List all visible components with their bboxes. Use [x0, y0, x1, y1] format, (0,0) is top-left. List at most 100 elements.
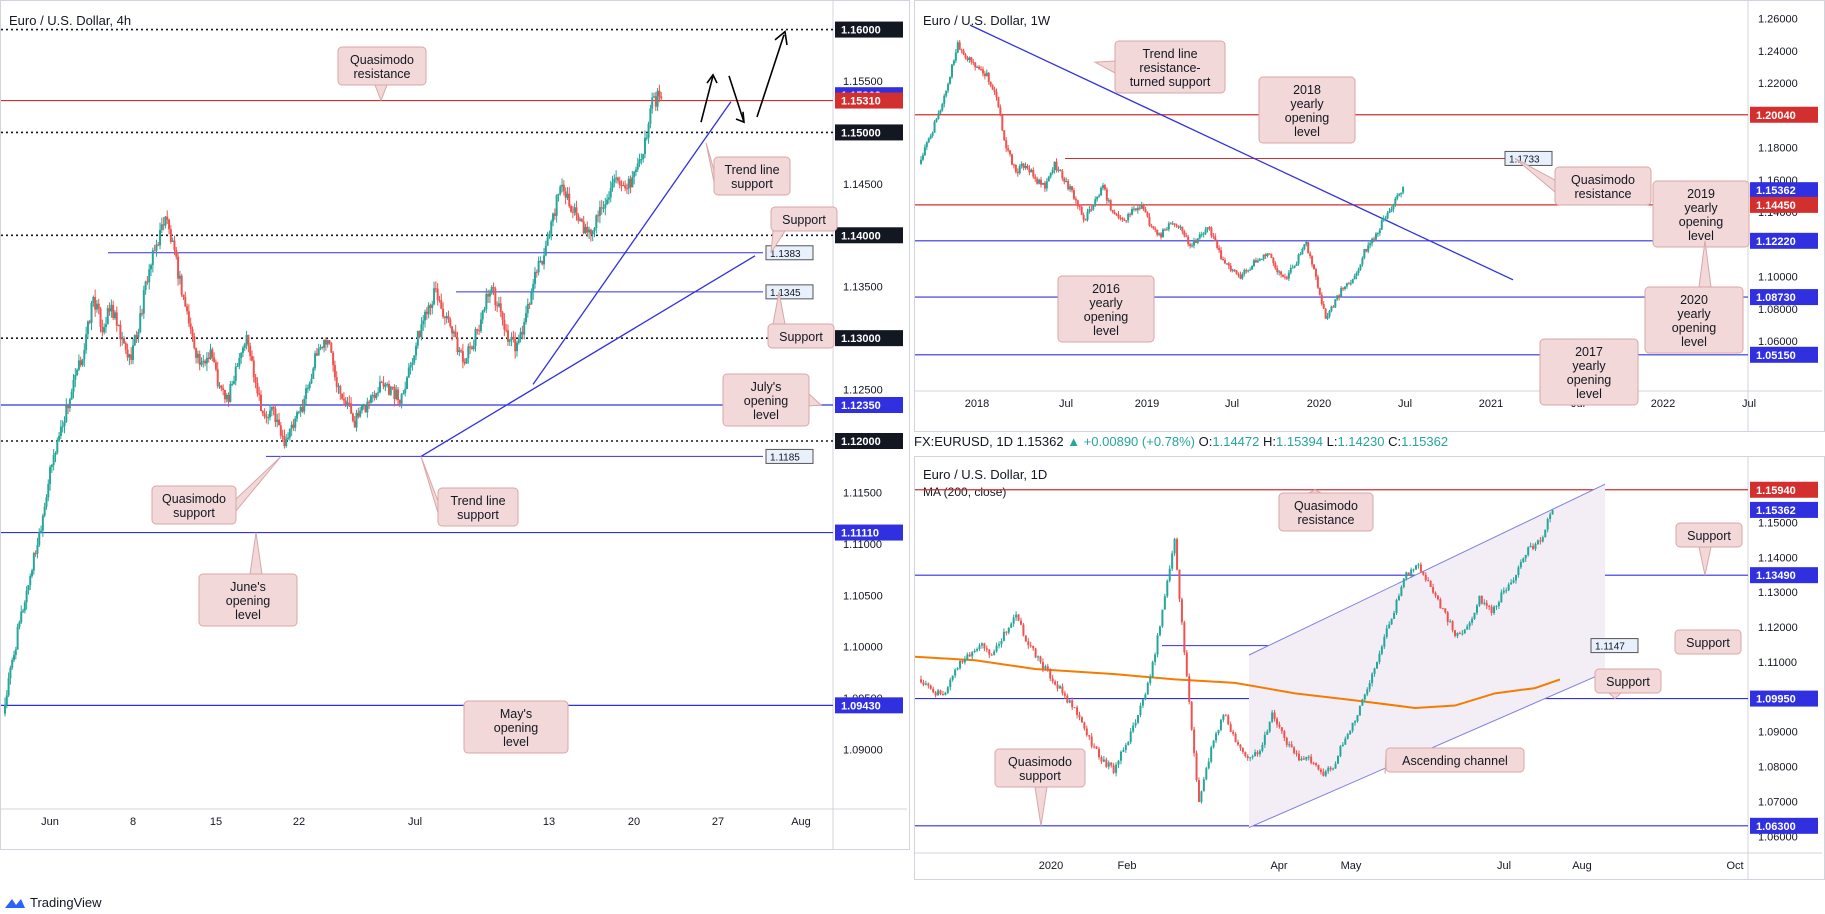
- chart-panel-4h[interactable]: Euro / U.S. Dollar, 4h 1.090001.095001.1…: [0, 0, 910, 850]
- candle-body: [406, 377, 409, 389]
- candle-body: [101, 326, 104, 333]
- candle-body: [303, 398, 306, 412]
- callout-box: [1644, 286, 1744, 354]
- candle-body: [299, 407, 302, 412]
- candle-body: [920, 679, 922, 683]
- candle-body: [1063, 693, 1066, 696]
- candle-body: [472, 345, 475, 350]
- candle-body: [1260, 258, 1263, 260]
- candle-body: [1229, 265, 1232, 271]
- candle-body: [90, 302, 93, 323]
- candle-body: [395, 389, 398, 400]
- candle-body: [1131, 208, 1134, 215]
- candle-body: [1386, 212, 1389, 219]
- candle-body: [1156, 635, 1159, 655]
- candle-body: [276, 419, 279, 422]
- candle-body: [1082, 214, 1085, 220]
- x-tick-label: Jun: [41, 816, 59, 828]
- candle-body: [364, 405, 367, 413]
- candle-body: [1123, 219, 1126, 221]
- candle-body: [1382, 218, 1385, 221]
- callout: Support: [770, 206, 838, 254]
- candle-body: [1346, 734, 1349, 739]
- callout-box: [1539, 338, 1639, 406]
- candle-body: [1324, 771, 1327, 776]
- candle-body: [985, 72, 988, 77]
- candle-body: [993, 89, 996, 92]
- callout-label: yearly: [1089, 296, 1123, 310]
- callout-box: [1258, 76, 1356, 144]
- callout-label: yearly: [1572, 359, 1606, 373]
- callout-label: 2017: [1575, 345, 1603, 359]
- candle-body: [157, 244, 160, 246]
- candle-body: [1278, 724, 1281, 728]
- candle-body: [570, 206, 573, 212]
- callout-label: Quasimodo: [1008, 755, 1072, 769]
- candle-body: [106, 308, 109, 325]
- candle-body: [1049, 669, 1052, 679]
- price-tag-bg: [1750, 346, 1818, 363]
- candle-body: [67, 405, 70, 409]
- price-tag-bg: [835, 124, 903, 141]
- candle-body: [1505, 590, 1508, 592]
- price-tag: 1.09430: [835, 697, 903, 714]
- level-tag-label: 1.1733: [1509, 154, 1540, 165]
- candle-body: [1231, 269, 1234, 271]
- candle-body: [978, 645, 981, 650]
- candle-body: [945, 90, 948, 96]
- candle-body: [1365, 249, 1368, 252]
- candle-body: [1038, 179, 1041, 184]
- candle-body: [640, 159, 643, 161]
- chart-panel-1w[interactable]: Euro / U.S. Dollar, 1W 1.06000 1.08000 1.1…: [914, 0, 1825, 432]
- candle-body: [247, 334, 250, 346]
- candle-body: [602, 207, 605, 209]
- candle-body: [1297, 254, 1300, 264]
- candle-body: [11, 659, 14, 668]
- candle-body: [988, 649, 991, 655]
- tradingview-watermark: TradingView: [4, 895, 102, 910]
- candle-body: [1256, 260, 1259, 263]
- candle-body: [1466, 626, 1469, 630]
- x-tick-label: 2019: [1135, 398, 1159, 410]
- callout: Support: [1675, 522, 1743, 576]
- candle-body: [434, 288, 437, 290]
- candle-body: [1268, 253, 1271, 255]
- candle-body: [1235, 270, 1238, 274]
- candle-body: [588, 229, 591, 233]
- y-tick-label: 1.18000: [1758, 143, 1798, 155]
- candle-body: [166, 216, 169, 220]
- chart-canvas-1w[interactable]: 1.060001.080001.100001.120001.140001.160…: [915, 1, 1824, 431]
- candle-body: [1446, 612, 1449, 623]
- candle-body: [1300, 758, 1303, 761]
- chart-panel-1d[interactable]: Euro / U.S. Dollar, 1D MA (200, close) 1…: [914, 456, 1825, 880]
- candle-body: [961, 660, 964, 663]
- chart-canvas-4h[interactable]: 1.090001.095001.100001.105001.110001.115…: [1, 1, 909, 849]
- candle-body: [505, 329, 508, 331]
- candle-body: [377, 392, 380, 394]
- candle-body: [133, 335, 136, 346]
- candle-body: [351, 413, 354, 421]
- candle-body: [652, 96, 655, 98]
- callout-box: [1675, 522, 1743, 548]
- candle-body: [932, 688, 935, 693]
- candle-body: [973, 650, 976, 653]
- high-value: 1.15394: [1276, 434, 1323, 449]
- candle-body: [258, 393, 261, 395]
- candle-body: [1003, 130, 1006, 141]
- candle-body: [184, 296, 187, 307]
- candle-body: [1497, 602, 1500, 607]
- callout: Ascending channel: [1384, 747, 1525, 774]
- candle-body: [1434, 592, 1437, 596]
- callout-label: Quasimodo: [1571, 173, 1635, 187]
- y-tick-label: 1.11000: [1758, 657, 1797, 669]
- candle-body: [32, 553, 35, 571]
- candle-body: [86, 321, 89, 335]
- candle-body: [1215, 733, 1218, 741]
- chart-canvas-1d[interactable]: 1.060001.063001.070001.080001.090001.100…: [915, 457, 1824, 879]
- candle-body: [1256, 752, 1259, 755]
- candle-body: [1329, 767, 1332, 770]
- candle-body: [88, 321, 91, 323]
